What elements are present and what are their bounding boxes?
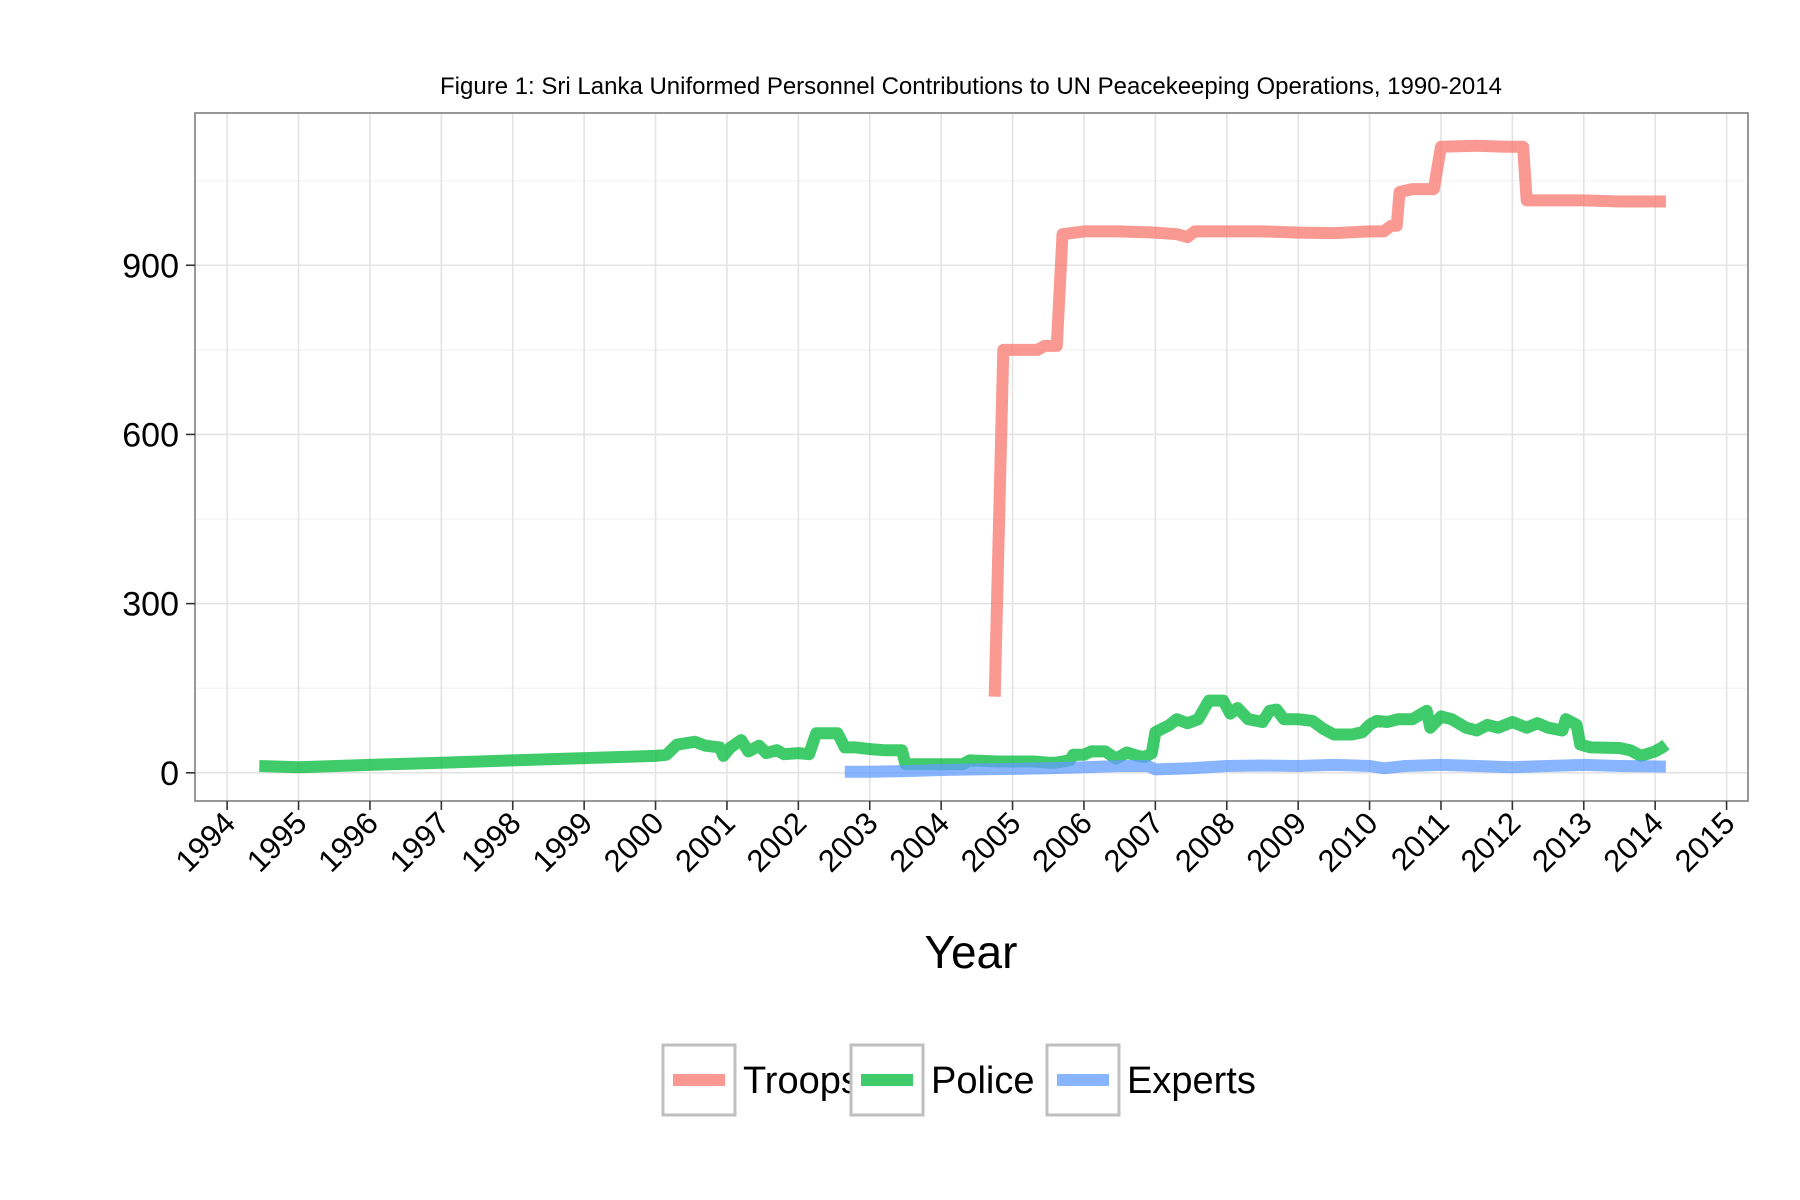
series-line-experts (844, 758, 1666, 778)
series-line-police (259, 694, 1670, 774)
legend-label-police: Police (931, 1060, 1035, 1102)
y-tick-label: 0 (160, 755, 179, 793)
y-tick-label: 900 (122, 247, 179, 285)
x-axis-label: Year (925, 926, 1018, 978)
y-tick-label: 300 (122, 586, 179, 624)
x-tick-label: 2009 (1240, 805, 1314, 879)
legend: Troops Police Experts (661, 1043, 1256, 1117)
x-tick-label: 2004 (883, 805, 957, 879)
legend-label-troops: Troops (743, 1060, 860, 1102)
x-tick-label: 1994 (169, 805, 243, 879)
x-tick-label: 2005 (954, 805, 1028, 879)
x-axis: 1994199519961997199819992000200120022003… (169, 801, 1742, 879)
x-tick-label: 2002 (740, 805, 814, 879)
x-tick-label: 1996 (311, 805, 385, 879)
x-tick-label: 2014 (1597, 805, 1671, 879)
x-tick-label: 2008 (1168, 805, 1242, 879)
major-gridlines (195, 113, 1748, 801)
plot-border (194, 112, 1749, 802)
x-tick-label: 2011 (1384, 805, 1456, 877)
x-tick-label: 2000 (597, 805, 671, 879)
x-tick-label: 2006 (1025, 805, 1099, 879)
x-tick-label: 1997 (383, 805, 457, 879)
series-lines (259, 139, 1670, 778)
x-tick-label: 2013 (1525, 805, 1599, 879)
legend-label-experts: Experts (1127, 1060, 1256, 1102)
x-tick-label: 1995 (240, 805, 314, 879)
chart-title: Figure 1: Sri Lanka Uniformed Personnel … (440, 73, 1502, 100)
series-line-troops (988, 139, 1666, 697)
y-tick-label: 600 (122, 416, 179, 454)
y-axis: 0 300 600 900 (122, 247, 195, 793)
minor-gridlines (195, 180, 1748, 689)
x-tick-label: 1998 (454, 805, 528, 879)
x-tick-label: 2001 (668, 805, 742, 879)
x-tick-label: 2007 (1097, 805, 1171, 879)
x-tick-label: 1999 (526, 805, 600, 879)
x-tick-label: 2003 (811, 805, 885, 879)
x-tick-label: 2015 (1668, 805, 1742, 879)
plot-background (195, 113, 1748, 801)
x-tick-label: 2010 (1311, 805, 1385, 879)
x-tick-label: 2012 (1454, 805, 1528, 879)
